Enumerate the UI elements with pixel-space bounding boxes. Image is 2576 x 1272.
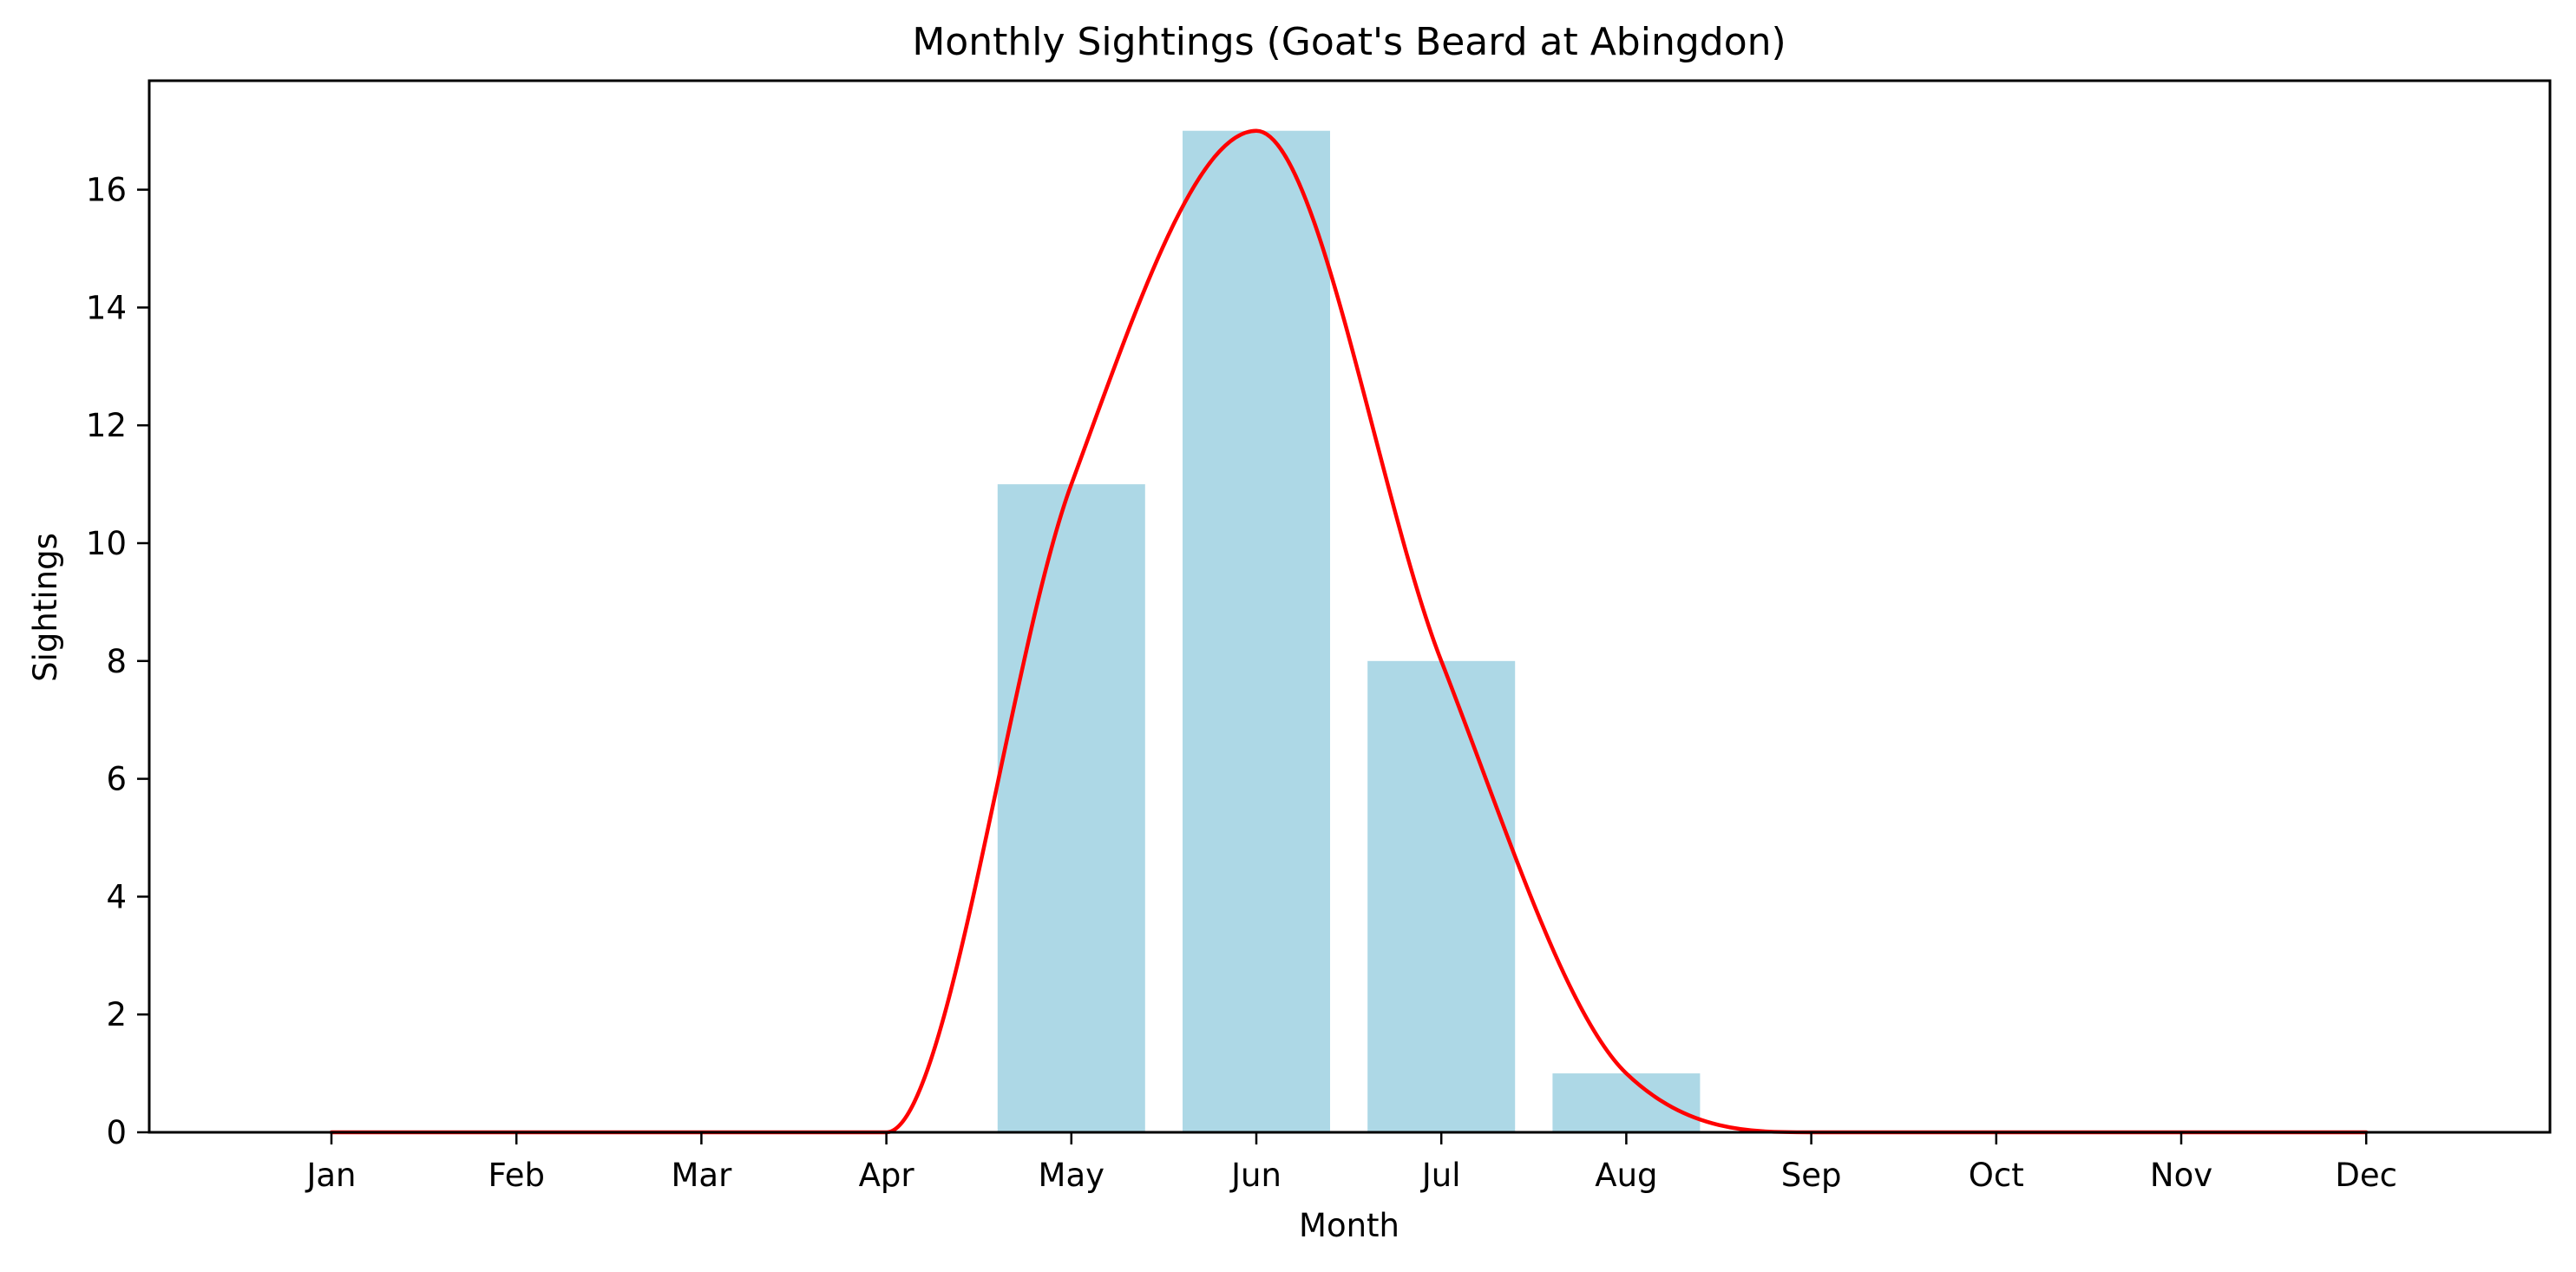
y-tick-label-14: 14 bbox=[86, 289, 127, 326]
y-axis: 0 2 4 6 8 10 12 14 16 bbox=[86, 172, 149, 1151]
x-tick-label-jan: Jan bbox=[305, 1157, 356, 1194]
y-tick-label-0: 0 bbox=[106, 1114, 127, 1151]
x-tick-label-jul: Jul bbox=[1420, 1157, 1461, 1194]
x-tick-label-aug: Aug bbox=[1595, 1157, 1657, 1194]
plot-frame bbox=[147, 79, 2552, 1134]
x-tick-label-mar: Mar bbox=[671, 1157, 732, 1194]
bar-may bbox=[997, 484, 1145, 1132]
bar-aug bbox=[1552, 1073, 1701, 1132]
y-tick-label-16: 16 bbox=[86, 172, 127, 209]
x-tick-label-nov: Nov bbox=[2150, 1157, 2212, 1194]
bars-layer bbox=[997, 130, 1701, 1133]
bar-jun bbox=[1183, 130, 1330, 1133]
x-tick-label-feb: Feb bbox=[488, 1157, 545, 1194]
x-tick-label-may: May bbox=[1039, 1157, 1105, 1194]
bar-jul bbox=[1367, 660, 1516, 1132]
chart-title: Monthly Sightings (Goat's Beard at Abing… bbox=[912, 20, 1786, 64]
x-tick-label-sep: Sep bbox=[1781, 1157, 1842, 1194]
y-tick-label-2: 2 bbox=[106, 996, 127, 1033]
x-axis-label: Month bbox=[1299, 1207, 1399, 1244]
y-tick-label-4: 4 bbox=[106, 878, 127, 915]
y-axis-label: Sightings bbox=[27, 533, 64, 682]
x-axis: Jan Feb Mar Apr May Jun Jul Aug Sep Oct Nov Dec bbox=[305, 1132, 2397, 1194]
y-tick-label-6: 6 bbox=[106, 761, 127, 798]
y-tick-label-12: 12 bbox=[86, 407, 127, 444]
y-tick-label-8: 8 bbox=[106, 643, 127, 680]
x-tick-label-jun: Jun bbox=[1229, 1157, 1281, 1194]
x-tick-label-apr: Apr bbox=[859, 1157, 915, 1194]
x-tick-label-dec: Dec bbox=[2335, 1157, 2397, 1194]
y-tick-label-10: 10 bbox=[86, 525, 127, 562]
x-tick-label-oct: Oct bbox=[1969, 1157, 2024, 1194]
